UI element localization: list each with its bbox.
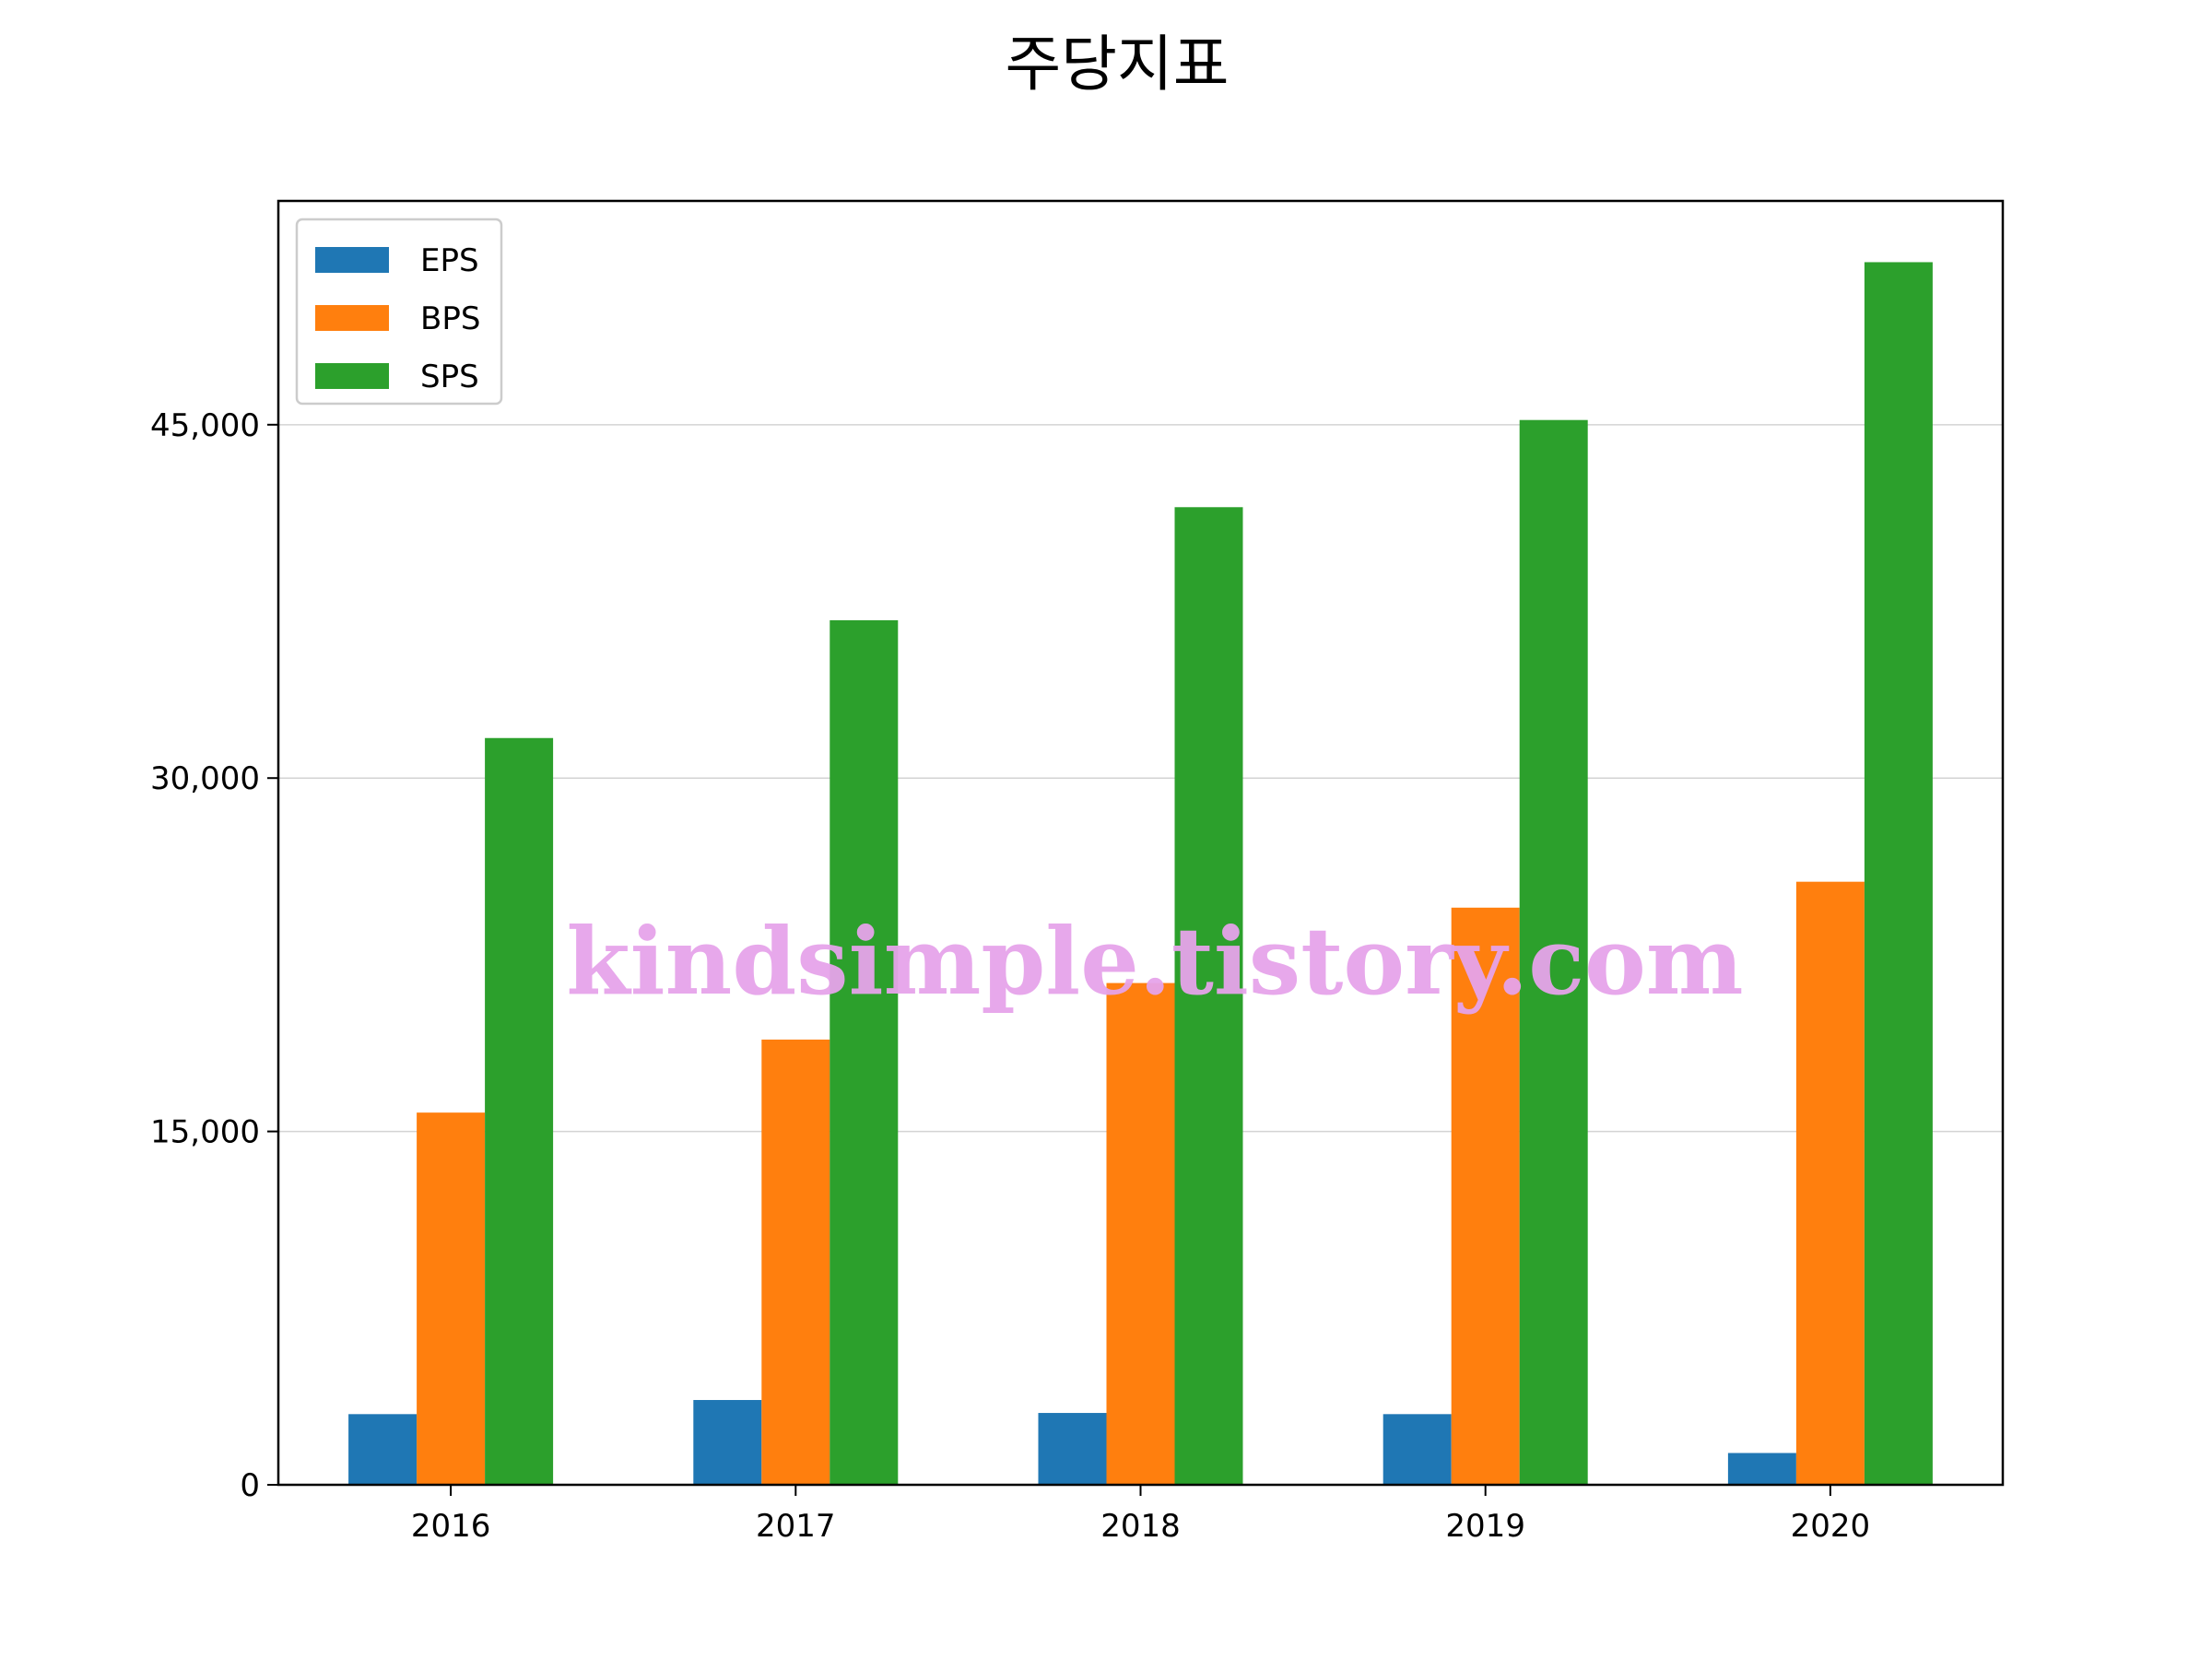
legend-label-sps: SPS — [420, 359, 479, 395]
legend-label-eps: EPS — [420, 242, 479, 279]
bars — [348, 262, 1933, 1486]
bar-sps-2019 — [1519, 419, 1588, 1485]
watermark: kindsimple.tistory.com — [566, 907, 1743, 1016]
bar-eps-2018 — [1038, 1413, 1107, 1485]
legend: EPS BPS SPS — [295, 218, 503, 406]
x-tick-label: 2018 — [1100, 1508, 1181, 1545]
y-axis-ticks: 0 15,000 30,000 45,000 — [150, 407, 278, 1504]
x-tick-label: 2019 — [1445, 1508, 1525, 1545]
bar-eps-2016 — [348, 1414, 418, 1485]
legend-swatch-sps — [315, 363, 389, 389]
bar-bps-2019 — [1451, 907, 1520, 1485]
legend-swatch-bps — [315, 305, 389, 331]
bar-sps-2017 — [830, 619, 899, 1485]
chart-title: 주당지표 — [1006, 29, 1230, 100]
bar-eps-2020 — [1727, 1453, 1796, 1485]
legend-swatch-eps — [315, 247, 389, 273]
bar-bps-2018 — [1106, 982, 1175, 1485]
y-tick-label: 45,000 — [150, 407, 260, 444]
bar-bps-2017 — [761, 1039, 830, 1485]
x-axis-ticks: 2016 2017 2018 2019 2020 — [411, 1485, 1870, 1545]
x-tick-label: 2017 — [756, 1508, 836, 1545]
y-tick-label: 0 — [240, 1467, 260, 1504]
x-tick-label: 2016 — [411, 1508, 491, 1545]
y-tick-label: 15,000 — [150, 1114, 260, 1151]
y-tick-label: 30,000 — [150, 760, 260, 797]
bar-eps-2019 — [1382, 1414, 1452, 1485]
x-tick-label: 2020 — [1791, 1508, 1871, 1545]
bar-bps-2020 — [1795, 881, 1865, 1485]
bar-sps-2016 — [485, 737, 554, 1485]
bar-sps-2020 — [1864, 262, 1933, 1485]
bar-sps-2018 — [1174, 507, 1243, 1486]
bar-eps-2017 — [693, 1399, 762, 1485]
legend-label-bps: BPS — [420, 300, 480, 337]
bar-bps-2016 — [417, 1112, 486, 1485]
